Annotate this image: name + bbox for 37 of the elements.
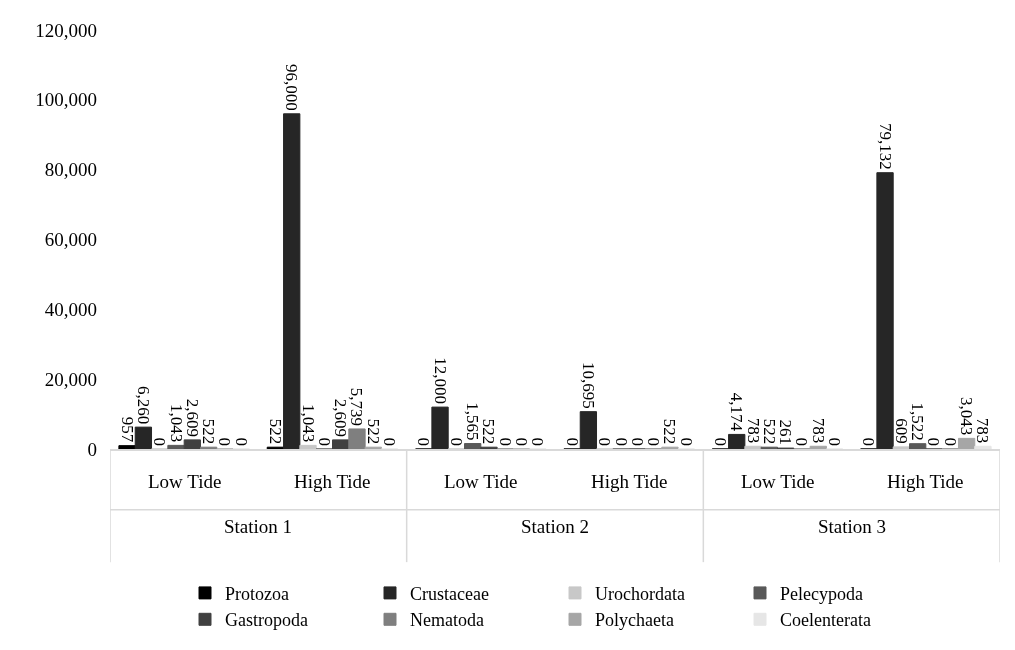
y-tick-label: 0 xyxy=(87,438,97,460)
y-tick-label: 40,000 xyxy=(44,298,97,320)
y-tick-label: 120,000 xyxy=(35,19,97,41)
legend-label: Polychaeta xyxy=(595,610,674,631)
x-tick-label: High Tide xyxy=(591,471,668,492)
data-label: 609 xyxy=(891,418,911,444)
text: Station 3 xyxy=(818,516,887,537)
data-label: 10,695 xyxy=(578,361,598,409)
x-tick-label: High Tide xyxy=(294,471,371,492)
text: Station 1 xyxy=(224,516,293,537)
y-tick-label: 20,000 xyxy=(44,368,97,390)
x-tick-label: Low Tide xyxy=(444,471,518,492)
legend-label: Pelecypoda xyxy=(780,583,863,604)
legend-label: Protozoa xyxy=(225,583,289,604)
legend-label: Urochordata xyxy=(595,583,685,604)
legend-label: Coelenterata xyxy=(780,610,871,631)
y-tick-label: 60,000 xyxy=(44,229,97,251)
y-tick-label: 80,000 xyxy=(44,159,97,181)
data-label: 0 xyxy=(562,437,582,446)
data-label: 12,000 xyxy=(430,357,450,405)
data-label: 0 xyxy=(825,437,845,446)
x-tick-label: High Tide xyxy=(887,471,964,492)
data-label: 0 xyxy=(414,437,434,446)
legend-label: Nematoda xyxy=(410,610,484,631)
y-tick-label: 100,000 xyxy=(35,89,97,111)
data-label: 0 xyxy=(859,437,879,446)
legend-label: Gastropoda xyxy=(225,610,308,631)
data-label: 0 xyxy=(710,437,730,446)
data-label: 0 xyxy=(446,437,466,446)
x-tick-label: Low Tide xyxy=(741,471,815,492)
data-label: 0 xyxy=(380,437,400,446)
text: Station 2 xyxy=(521,516,590,537)
legend-label: Crustaceae xyxy=(410,583,489,604)
data-label: 522 xyxy=(265,418,285,445)
data-label: 96,000 xyxy=(282,64,302,111)
x-tick-label: Low Tide xyxy=(148,471,222,492)
data-label: 79,132 xyxy=(875,122,895,170)
